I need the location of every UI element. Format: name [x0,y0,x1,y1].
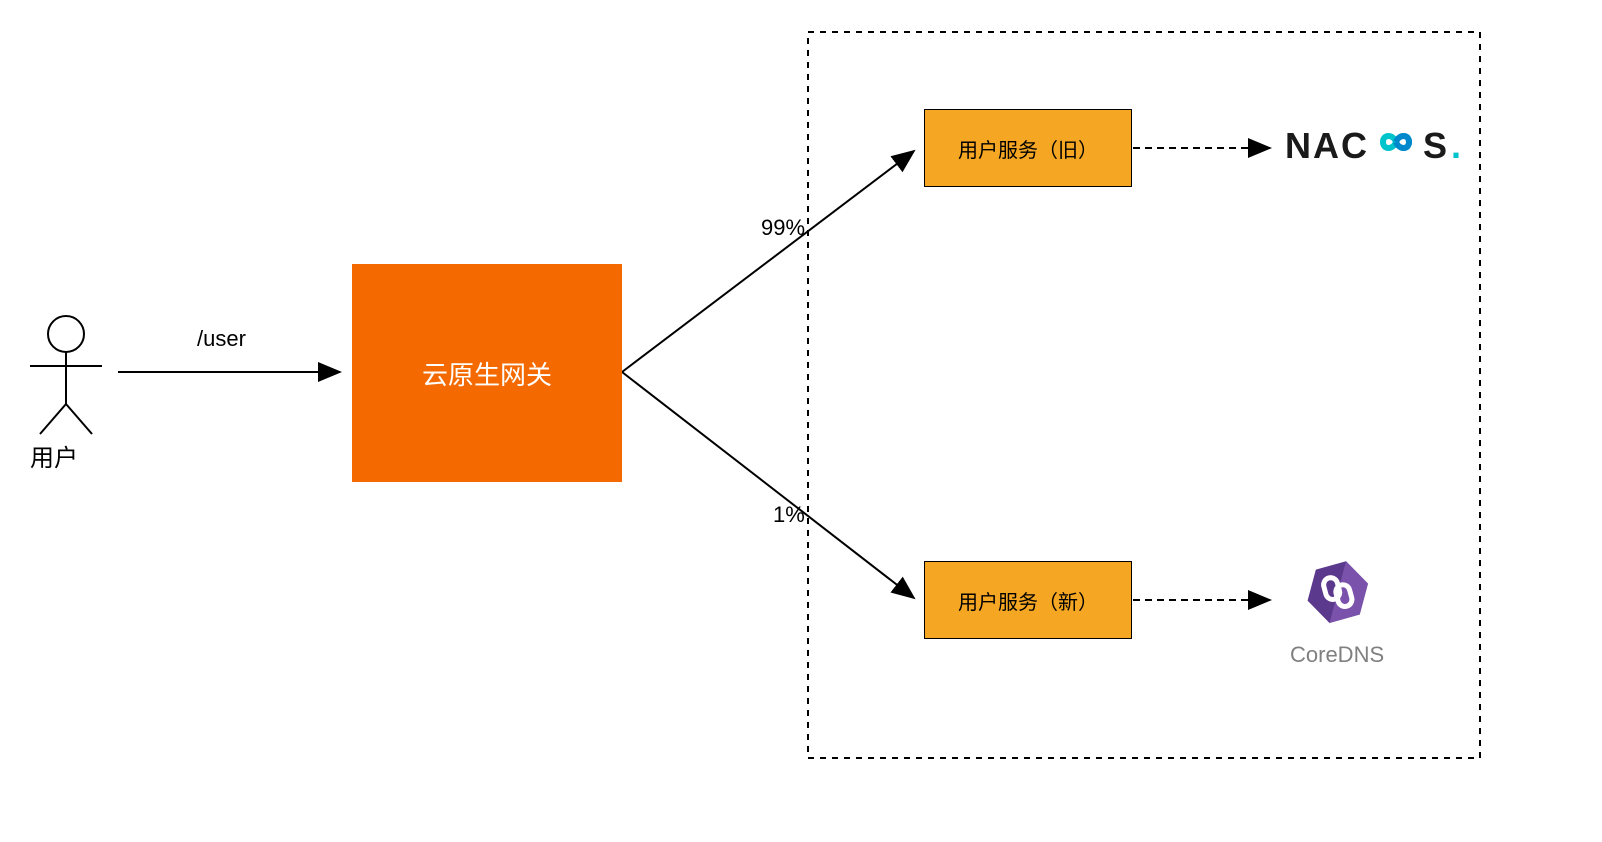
edge-gateway-to-old-service [622,151,914,372]
user-actor-label: 用户 [30,438,78,473]
edge-label-1: 1% [773,502,805,528]
edge-label-99: 99% [761,215,805,241]
user-actor-icon [30,316,102,434]
coredns-hex-icon [1294,552,1380,638]
nacos-infinity-icon [1371,125,1421,167]
service-old-node: 用户服务（旧） [924,109,1132,187]
nacos-dot: . [1451,125,1463,167]
nacos-text-suffix: S [1423,125,1449,167]
edge-label-user: /user [197,326,246,352]
service-new-label: 用户服务（新） [958,586,1098,615]
gateway-node: 云原生网关 [352,264,622,482]
nacos-text-prefix: NAC [1285,125,1369,167]
diagram-canvas: 用户 云原生网关 用户服务（旧） 用户服务（新） /user 99% 1% NA… [0,0,1602,842]
coredns-logo: CoreDNS [1290,552,1384,668]
service-old-label: 用户服务（旧） [958,134,1098,163]
coredns-text: CoreDNS [1290,642,1384,668]
nacos-logo: NAC S . [1285,125,1463,167]
service-new-node: 用户服务（新） [924,561,1132,639]
gateway-label: 云原生网关 [422,355,552,392]
edge-gateway-to-new-service [622,372,914,598]
